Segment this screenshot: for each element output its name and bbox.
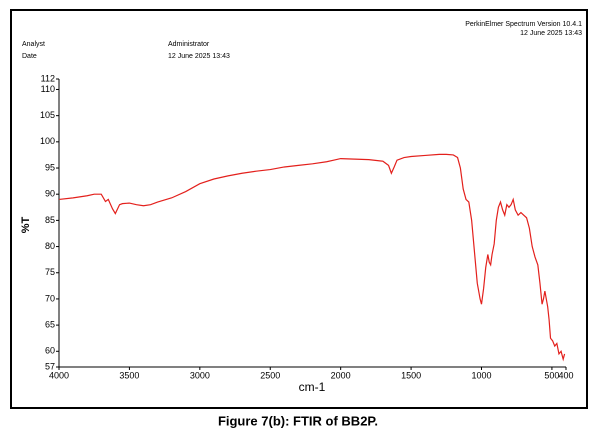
x-tick-label: 2000 [331, 370, 351, 380]
x-tick-label: 3000 [190, 370, 210, 380]
x-tick-label: 1000 [471, 370, 491, 380]
x-tick-label: 3500 [119, 370, 139, 380]
y-tick-label: 100 [40, 136, 55, 146]
y-tick-label: 105 [40, 110, 55, 120]
x-tick-label: 4000 [49, 370, 69, 380]
y-tick-label: 90 [45, 189, 55, 199]
date: 12 June 2025 13:43 [168, 53, 230, 60]
spectrum-line [58, 153, 566, 362]
caption: Figure 7(b): FTIR of BB2P. [218, 413, 378, 428]
software: PerkinElmer Spectrum Version 10.4.1 [465, 21, 582, 28]
analyst-label: Analyst [22, 41, 45, 48]
y-tick-label: 70 [45, 293, 55, 303]
y-tick-label: 95 [45, 162, 55, 172]
software-date: 12 June 2025 13:43 [520, 30, 582, 37]
y-tick-label: 65 [45, 319, 55, 329]
y-tick-label: 57 [45, 361, 55, 371]
x-tick-label: 400 [558, 370, 573, 380]
y-tick-label: 75 [45, 267, 55, 277]
analyst: Administrator [168, 41, 210, 48]
y-tick-label: 60 [45, 346, 55, 356]
y-tick-label: 80 [45, 241, 55, 251]
x-tick-label: 500 [544, 370, 559, 380]
y-axis-label: %T [20, 216, 32, 233]
x-tick-label: 1500 [401, 370, 421, 380]
frame [10, 9, 588, 409]
y-tick-label: 85 [45, 215, 55, 225]
x-tick-label: 2500 [260, 370, 280, 380]
date-label: Date [22, 53, 37, 60]
x-axis-label: cm-1 [299, 380, 326, 394]
y-tick-label: 110 [41, 84, 55, 94]
y-tick-label: 112 [41, 73, 55, 83]
